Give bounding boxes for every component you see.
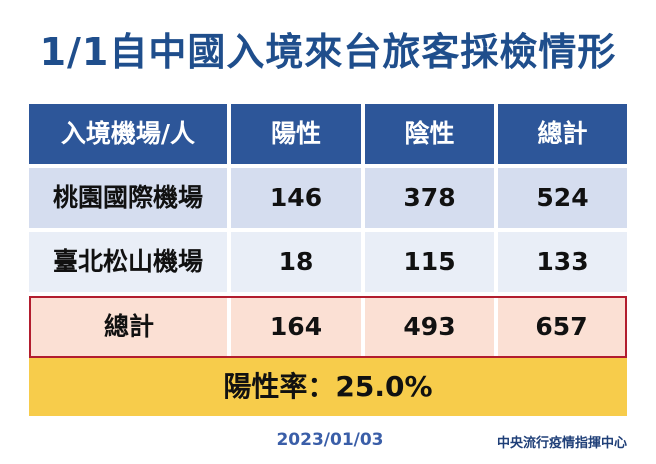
total-count-cell: 524 — [498, 168, 627, 228]
total-count-cell: 133 — [498, 232, 627, 292]
total-negative-cell: 493 — [365, 298, 494, 356]
table-total-row: 總計 164 493 657 — [31, 298, 629, 356]
positive-rate-banner: 陽性率：25.0% — [29, 358, 627, 416]
column-header-positive: 陽性 — [231, 104, 361, 164]
total-label-cell: 總計 — [31, 298, 227, 356]
column-header-airport: 入境機場/人 — [29, 104, 227, 164]
page-title: 1/1自中國入境來台旅客採檢情形 — [39, 30, 617, 74]
positive-count-cell: 18 — [231, 232, 361, 292]
total-positive-cell: 164 — [231, 298, 361, 356]
table-header-row: 入境機場/人 陽性 陰性 總計 — [29, 104, 627, 164]
report-date: 2023/01/03 — [276, 430, 384, 450]
organization-label: 中央流行疫情指揮中心 — [496, 436, 627, 451]
screening-table: 入境機場/人 陽性 陰性 總計 桃園國際機場 146 378 524 臺北松山機… — [29, 104, 627, 362]
column-header-total: 總計 — [498, 104, 627, 164]
positive-count-cell: 146 — [231, 168, 361, 228]
total-sum-cell: 657 — [498, 298, 625, 356]
airport-name-cell: 桃園國際機場 — [29, 168, 227, 228]
table-row: 臺北松山機場 18 115 133 — [29, 232, 627, 292]
column-header-negative: 陰性 — [365, 104, 494, 164]
total-row-highlight: 總計 164 493 657 — [29, 296, 627, 358]
negative-count-cell: 378 — [365, 168, 494, 228]
negative-count-cell: 115 — [365, 232, 494, 292]
table-row: 桃園國際機場 146 378 524 — [29, 168, 627, 228]
airport-name-cell: 臺北松山機場 — [29, 232, 227, 292]
